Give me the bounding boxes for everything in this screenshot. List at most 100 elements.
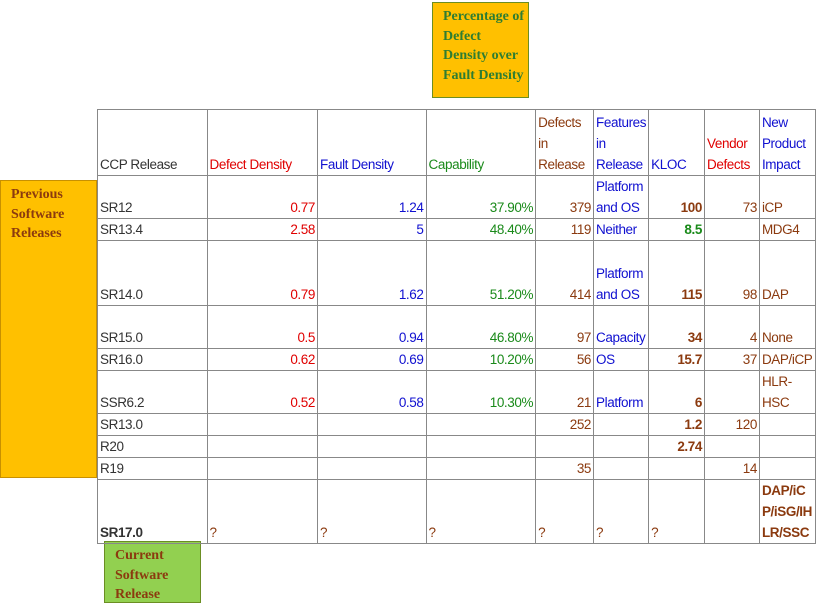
cell	[758, 413, 816, 436]
cell: 0.94	[317, 305, 427, 349]
table-row: SR14.0 0.79 1.62 51.20% 414 Platform and OS 11…	[97, 240, 816, 306]
cell: Platform and OS	[593, 175, 650, 219]
table-row: SR15.0 0.5 0.94 46.80% 97 Capacity 34 4 None	[97, 305, 816, 349]
cell: 35	[535, 457, 595, 480]
cell: iCP	[758, 175, 816, 219]
cell	[425, 435, 537, 458]
cell	[317, 457, 427, 480]
cell	[206, 435, 319, 458]
cell: 6	[648, 370, 705, 414]
cell	[704, 218, 760, 241]
cell: None	[758, 305, 816, 349]
cell: 0.77	[206, 175, 319, 219]
cell: 2.58	[206, 218, 319, 241]
column-header: Defects in Release	[535, 109, 595, 176]
cell: Capacity	[593, 305, 650, 349]
cell: 2.74	[648, 435, 705, 458]
cell: SSR6.2	[97, 370, 208, 414]
cell: SR14.0	[97, 240, 208, 306]
callout-previous: Previous Software Releases	[0, 180, 97, 478]
cell	[648, 457, 705, 480]
cell: 10.30%	[425, 370, 537, 414]
cell: ?	[425, 479, 537, 544]
cell: 1.62	[317, 240, 427, 306]
cell: 8.5	[648, 218, 705, 241]
cell	[425, 413, 537, 436]
header-row: CCP Release Defect Density Fault Density Ca…	[97, 109, 816, 176]
cell: DAP/iCP	[758, 348, 816, 371]
cell: SR12	[97, 175, 208, 219]
cell: 4	[704, 305, 760, 349]
cell: 115	[648, 240, 705, 306]
cell: R19	[97, 457, 208, 480]
cell: SR13.4	[97, 218, 208, 241]
cell: 0.52	[206, 370, 319, 414]
column-header: Defect Density	[206, 109, 319, 176]
cell	[317, 413, 427, 436]
cell	[758, 457, 816, 480]
cell: 252	[535, 413, 595, 436]
cell: 98	[704, 240, 760, 306]
cell: 48.40%	[425, 218, 537, 241]
table-body: SR12 0.77 1.24 37.90% 379 Platform and OS 100 7…	[97, 175, 816, 544]
cell: 1.2	[648, 413, 705, 436]
cell: 119	[535, 218, 595, 241]
cell: Platform	[593, 370, 650, 414]
cell: 120	[704, 413, 760, 436]
cell: R20	[97, 435, 208, 458]
cell: 1.24	[317, 175, 427, 219]
cell: 97	[535, 305, 595, 349]
callout-current: Current Software Release	[104, 541, 201, 603]
cell	[593, 413, 650, 436]
cell: SR13.0	[97, 413, 208, 436]
table-row: SR12 0.77 1.24 37.90% 379 Platform and OS 100 7…	[97, 175, 816, 219]
cell	[206, 413, 319, 436]
cell: DAP	[758, 240, 816, 306]
table-row: SR13.0 252 1.2 120	[97, 413, 816, 436]
column-header: KLOC	[648, 109, 705, 176]
table-row: SR17.0?????? DAP/iCP/iSG/IHLR/SSC	[97, 479, 816, 544]
cell	[704, 479, 760, 544]
cell: 414	[535, 240, 595, 306]
cell: MDG4	[758, 218, 816, 241]
cell: Neither	[593, 218, 650, 241]
cell	[593, 457, 650, 480]
table-row: SR16.0 0.62 0.69 10.20% 56 OS 15.7 37 DAP/iCP	[97, 348, 816, 371]
table-row: R19 35 14	[97, 457, 816, 480]
callout-ratio: Percentage of Defect Density over Fault …	[432, 2, 529, 98]
cell: ?	[593, 479, 650, 544]
cell: 0.58	[317, 370, 427, 414]
column-header: New Product Impact	[758, 109, 816, 176]
release-table: CCP Release Defect Density Fault Density Ca…	[97, 109, 816, 544]
table-row: SR13.4 2.58 5 48.40% 119 Neither 8.5 MDG4	[97, 218, 816, 241]
cell: 379	[535, 175, 595, 219]
cell: 5	[317, 218, 427, 241]
cell: SR16.0	[97, 348, 208, 371]
cell	[425, 457, 537, 480]
cell	[758, 435, 816, 458]
cell: SR17.0	[97, 479, 208, 544]
cell: 56	[535, 348, 595, 371]
cell: 0.5	[206, 305, 319, 349]
cell: 37	[704, 348, 760, 371]
cell: 100	[648, 175, 705, 219]
cell: 0.69	[317, 348, 427, 371]
cell	[593, 435, 650, 458]
cell	[206, 457, 319, 480]
table-row: R20 2.74	[97, 435, 816, 458]
cell: 0.62	[206, 348, 319, 371]
cell	[704, 435, 760, 458]
cell: 14	[704, 457, 760, 480]
table-header: CCP Release Defect Density Fault Density Ca…	[97, 109, 816, 176]
cell: ?	[317, 479, 427, 544]
cell: SR15.0	[97, 305, 208, 349]
cell: OS	[593, 348, 650, 371]
column-header: Vendor Defects	[704, 109, 760, 176]
cell: 37.90%	[425, 175, 537, 219]
cell: HLR-HSC	[758, 370, 816, 414]
cell	[317, 435, 427, 458]
cell: 15.7	[648, 348, 705, 371]
cell: 46.80%	[425, 305, 537, 349]
cell: 34	[648, 305, 705, 349]
